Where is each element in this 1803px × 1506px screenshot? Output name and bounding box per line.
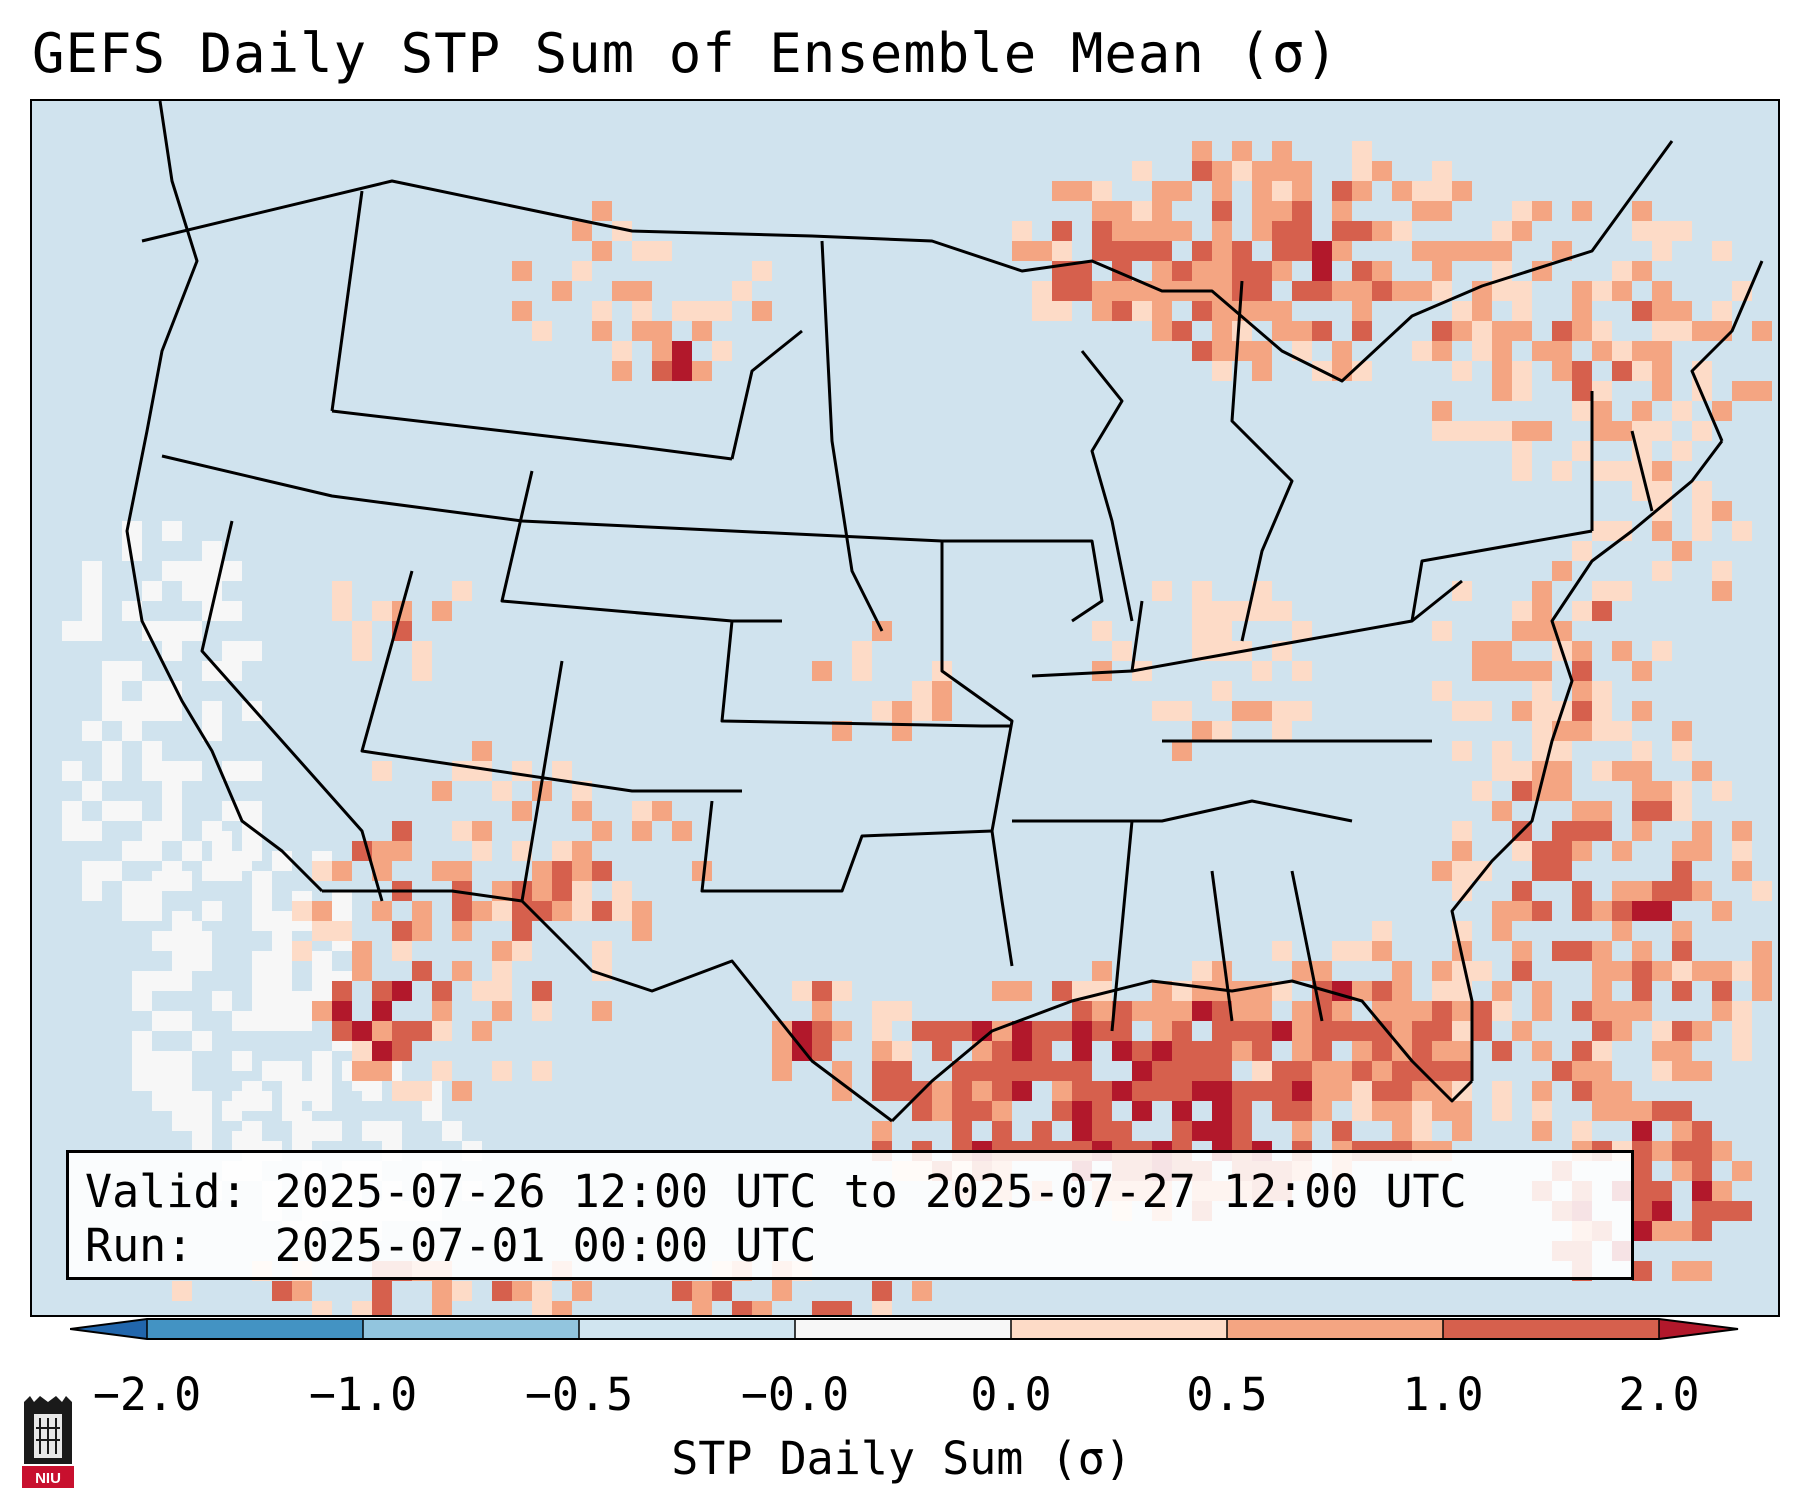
niu-logo: NIU (22, 1396, 74, 1488)
colorbar-segment (147, 1319, 363, 1339)
map-title: GEFS Daily STP Sum of Ensemble Mean (σ) (32, 22, 1339, 85)
colorbar-tick-label: −0.5 (524, 1368, 634, 1421)
valid-time-box: Valid: 2025-07-26 12:00 UTC to 2025-07-2… (66, 1150, 1634, 1280)
stp-field-layer (62, 141, 1772, 1315)
colorbar-tick-label: −0.0 (740, 1368, 850, 1421)
run-line: Run: 2025-07-01 00:00 UTC (85, 1219, 817, 1272)
map-panel (30, 99, 1780, 1317)
colorbar-segment (579, 1319, 795, 1339)
colorbar-tick-label: 0.5 (1186, 1368, 1268, 1421)
valid-line: Valid: 2025-07-26 12:00 UTC to 2025-07-2… (85, 1165, 1467, 1218)
colorbar-segment (363, 1319, 579, 1339)
colorbar-over-arrow (1659, 1319, 1738, 1339)
colorbar (70, 1318, 1739, 1340)
colorbar-tick-label: −2.0 (92, 1368, 202, 1421)
colorbar-tick-label: −1.0 (308, 1368, 418, 1421)
map-canvas (62, 101, 1772, 1315)
colorbar-tick-label: 1.0 (1402, 1368, 1484, 1421)
colorbar-segment (1011, 1319, 1227, 1339)
state-borders-layer (125, 101, 1764, 1123)
colorbar-segment (1227, 1319, 1443, 1339)
logo-text: NIU (35, 1470, 61, 1487)
colorbar-label: STP Daily Sum (σ) (671, 1432, 1132, 1485)
colorbar-segment (1443, 1319, 1659, 1339)
colorbar-segment (795, 1319, 1011, 1339)
colorbar-tick-label: 2.0 (1618, 1368, 1700, 1421)
colorbar-under-arrow (70, 1319, 147, 1339)
colorbar-tick-label: 0.0 (970, 1368, 1052, 1421)
